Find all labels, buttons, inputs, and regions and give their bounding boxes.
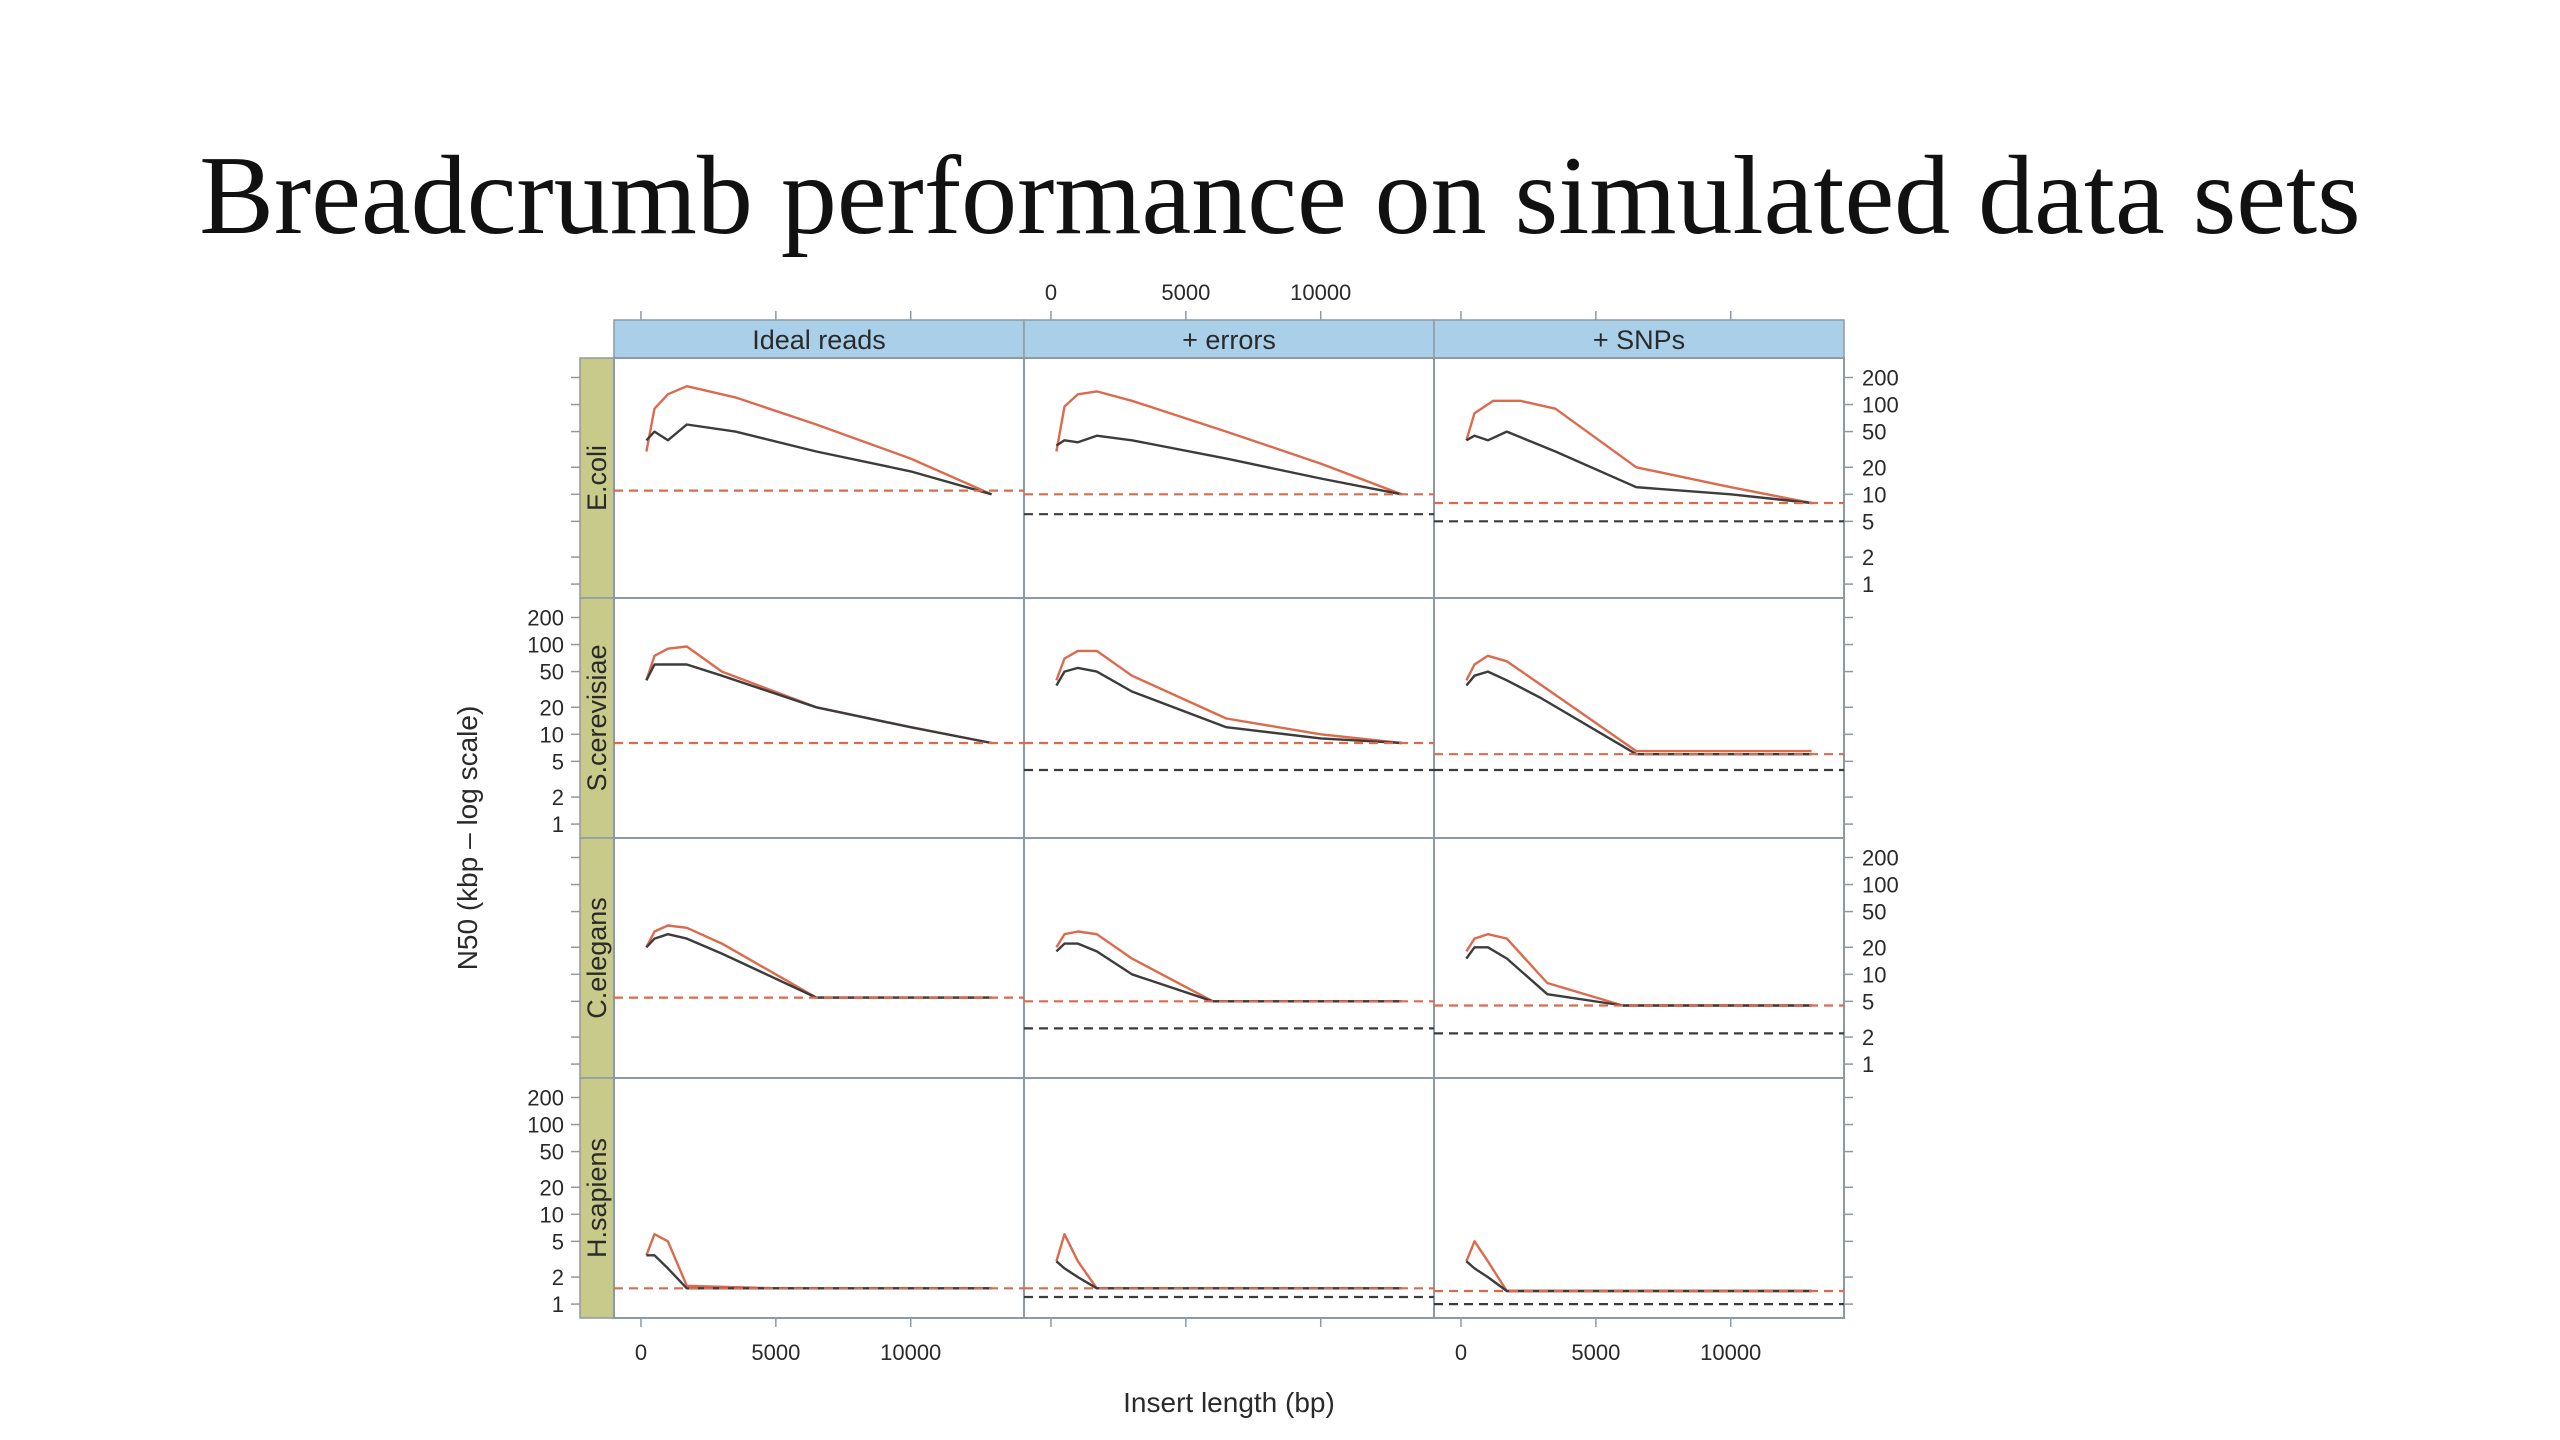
y-tick-label-right-0-7: 200 (1862, 366, 1899, 391)
y-tick-label-left-3-1: 2 (552, 1265, 564, 1290)
panel-3-2 (1433, 1077, 1845, 1319)
y-tick-label-left-1-0: 1 (552, 812, 564, 837)
y-tick-label-left-1-7: 200 (527, 606, 564, 631)
strip-top-2 (1433, 319, 1845, 359)
x-tick-label-bottom-2-0: 0 (1455, 1340, 1467, 1365)
strip-label-col-0: Ideal reads (752, 325, 886, 355)
series-line-1-1 (1055, 434, 1402, 496)
y-tick-label-right-2-0: 1 (1862, 1052, 1874, 1077)
y-tick-label-right-2-4: 20 (1862, 935, 1886, 960)
y-tick-label-left-1-4: 20 (540, 695, 564, 720)
x-axis-label: Insert length (bp) (1123, 1387, 1335, 1418)
series-line-4-1 (1055, 666, 1402, 745)
series-line-2-0 (1465, 399, 1812, 505)
series-line-3-1 (645, 663, 992, 745)
x-tick-label-bottom-0-1: 5000 (751, 1340, 800, 1365)
y-tick-label-right-2-2: 5 (1862, 989, 1874, 1014)
strip-label-row-0: E.coli (582, 445, 612, 511)
y-tick-label-left-3-0: 1 (552, 1292, 564, 1317)
series-line-1-0 (1055, 390, 1403, 496)
series-line-10-1 (1055, 1260, 1402, 1290)
series-line-4-0 (1055, 649, 1402, 745)
panel-1-2 (1433, 597, 1845, 839)
y-tick-label-left-3-6: 100 (527, 1113, 564, 1138)
y-tick-label-left-3-7: 200 (527, 1086, 564, 1111)
panel-2-0 (613, 837, 1025, 1079)
strip-top-1 (1023, 319, 1435, 359)
y-tick-label-left-1-6: 100 (527, 633, 564, 658)
series-line-5-0 (1465, 654, 1812, 753)
y-tick-label-left-3-5: 50 (540, 1140, 564, 1165)
strip-label-col-1: + errors (1182, 325, 1276, 355)
y-tick-label-left-3-2: 5 (552, 1229, 564, 1254)
series-line-0-1 (645, 423, 992, 496)
strip-top-0 (613, 319, 1025, 359)
y-tick-label-right-2-5: 50 (1862, 900, 1886, 925)
x-tick-label-bottom-2-2: 10000 (1700, 1340, 1761, 1365)
y-tick-label-right-0-6: 100 (1862, 393, 1899, 418)
panel-3-1 (1023, 1077, 1435, 1319)
panel-0-0 (613, 357, 1025, 599)
y-tick-label-left-3-4: 20 (540, 1175, 564, 1200)
y-tick-label-left-1-3: 10 (540, 722, 564, 747)
y-tick-label-right-0-0: 1 (1862, 572, 1874, 597)
y-tick-label-right-0-1: 2 (1862, 545, 1874, 570)
y-tick-label-right-2-6: 100 (1862, 873, 1899, 898)
panel-0-2 (1433, 357, 1845, 599)
slide-title: Breadcrumb performance on simulated data… (199, 134, 2361, 258)
strip-label-row-1: S.cerevisiae (582, 644, 612, 791)
series-line-2-1 (1465, 430, 1812, 505)
strip-label-row-3: H.sapiens (582, 1138, 612, 1258)
x-tick-label-top-2: 10000 (1290, 280, 1351, 305)
panel-2-1 (1023, 837, 1435, 1079)
series-line-5-1 (1465, 670, 1812, 756)
y-tick-label-right-0-4: 20 (1862, 455, 1886, 480)
strip-label-row-2: C.elegans (582, 897, 612, 1019)
series-line-11-1 (1465, 1260, 1812, 1293)
y-tick-label-right-2-3: 10 (1862, 962, 1886, 987)
series-line-6-1 (645, 933, 992, 999)
y-tick-label-right-2-7: 200 (1862, 846, 1899, 871)
y-tick-label-right-0-2: 5 (1862, 509, 1874, 534)
x-tick-label-bottom-0-0: 0 (635, 1340, 647, 1365)
panel-2-2 (1433, 837, 1845, 1079)
x-tick-label-bottom-2-1: 5000 (1571, 1340, 1620, 1365)
panel-1-0 (613, 597, 1025, 839)
y-tick-label-left-1-5: 50 (540, 660, 564, 685)
panel-0-1 (1023, 357, 1435, 599)
y-tick-label-right-0-5: 50 (1862, 420, 1886, 445)
y-tick-label-left-1-2: 5 (552, 749, 564, 774)
y-tick-label-right-0-3: 10 (1862, 482, 1886, 507)
y-tick-label-left-1-1: 2 (552, 785, 564, 810)
x-tick-label-top-1: 5000 (1161, 280, 1210, 305)
series-line-0-0 (645, 385, 993, 496)
y-tick-label-left-3-3: 10 (540, 1202, 564, 1227)
y-axis-label: N50 (kbp – log scale) (452, 706, 483, 971)
x-tick-label-top-0: 0 (1045, 280, 1057, 305)
x-tick-label-bottom-0-2: 10000 (880, 1340, 941, 1365)
strip-label-col-2: + SNPs (1593, 325, 1685, 355)
y-tick-label-right-2-1: 2 (1862, 1025, 1874, 1050)
panel-3-0 (613, 1077, 1025, 1319)
